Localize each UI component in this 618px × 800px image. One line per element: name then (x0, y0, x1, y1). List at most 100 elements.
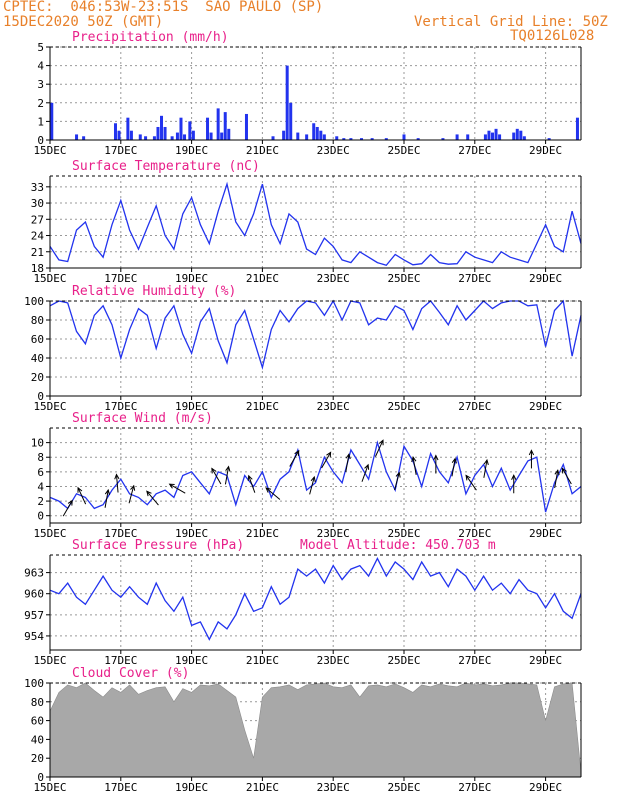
panel0-precip-bar (402, 134, 406, 140)
panel4-ytick-label: 960 (24, 588, 44, 601)
panel0-xtick-label: 19DEC (175, 144, 208, 157)
panel0-ytick-label: 2 (37, 97, 44, 110)
wind-arrow (128, 485, 135, 504)
panel5-ytick-label: 100 (24, 677, 44, 690)
panel0-ytick-label: 5 (37, 41, 44, 54)
panel0-precip-bar (271, 136, 275, 140)
panel3-xtick-label: 27DEC (458, 527, 491, 540)
panel0-precip-bar (244, 113, 248, 140)
panel2-ytick-label: 0 (37, 390, 44, 403)
panel0-title: Precipitation (mm/h) (72, 30, 229, 45)
panel0-precip-bar (322, 134, 326, 140)
panel0-precip-bar (547, 138, 551, 140)
panel1-xtick-label: 19DEC (175, 272, 208, 285)
wind-arrow-head (451, 457, 457, 464)
panel3-ytick-label: 2 (37, 495, 44, 508)
header-run-time: 15DEC2020 50Z (GMT) (3, 14, 164, 30)
panel5-xtick-label: 21DEC (246, 781, 279, 794)
panel0-precip-bar (227, 128, 231, 140)
panel0-xtick-label: 25DEC (387, 144, 420, 157)
panel3-xtick-label: 25DEC (387, 527, 420, 540)
panel0-precip-bar (113, 123, 117, 140)
panel2-ytick-label: 100 (24, 295, 44, 308)
panel3-xtick-label: 17DEC (104, 527, 137, 540)
panel0-precip-bar (522, 136, 526, 140)
panel0-precip-bar (519, 130, 523, 140)
panel0-precip-bar (152, 136, 156, 140)
wind-arrow-head (364, 463, 370, 470)
panel4-xtick-label: 23DEC (317, 654, 350, 667)
header-vertical-grid: Vertical Grid Line: 50Z (414, 14, 608, 30)
panel4-xtick-label: 27DEC (458, 654, 491, 667)
panel0-precip-bar (82, 136, 86, 140)
panel4-series-line (49, 557, 582, 641)
wind-arrow (211, 468, 222, 485)
panel5-title: Cloud Cover (%) (72, 666, 189, 681)
wind-arrow-head (168, 483, 175, 489)
panel2-ytick-label: 40 (31, 352, 44, 365)
panel0-precip-bar (160, 115, 164, 140)
panel5-ytick-label: 0 (37, 771, 44, 784)
panel0-precip-bar (441, 138, 445, 140)
panel5-cloud-area (49, 682, 582, 778)
panel2-xtick-label: 29DEC (529, 400, 562, 413)
panel5-xtick-label: 29DEC (529, 781, 562, 794)
panel3-title: Surface Wind (m/s) (72, 411, 213, 426)
panel0-precip-bar (305, 134, 309, 140)
panel3-xtick-label: 29DEC (529, 527, 562, 540)
wind-arrow-head (395, 471, 401, 478)
wind-arrow (554, 470, 559, 489)
panel5-xtick-label: 25DEC (387, 781, 420, 794)
panel3-xtick-label: 21DEC (246, 527, 279, 540)
panel0-xtick-label: 23DEC (317, 144, 350, 157)
header-code: TQ0126L028 (510, 28, 595, 44)
panel2-xtick-label: 23DEC (317, 400, 350, 413)
wind-arrow-head (561, 467, 567, 474)
wind-arrow-head (225, 465, 231, 472)
panel0-xtick-label: 15DEC (33, 144, 66, 157)
panel0-precip-bar (349, 138, 353, 140)
panel0-precip-bar (216, 108, 220, 140)
panel5-xtick-label: 19DEC (175, 781, 208, 794)
panel3-xtick-label: 23DEC (317, 527, 350, 540)
panel5-xtick-label: 15DEC (33, 781, 66, 794)
panel2-xtick-label: 21DEC (246, 400, 279, 413)
wind-arrow-head (511, 474, 517, 480)
panel0-precip-bar (206, 117, 210, 140)
panel1-xtick-label: 21DEC (246, 272, 279, 285)
panel1-ytick-label: 21 (31, 246, 44, 259)
panel0-xtick-label: 27DEC (458, 144, 491, 157)
panel4-xtick-label: 29DEC (529, 654, 562, 667)
panel3-ytick-label: 8 (37, 451, 44, 464)
wind-arrow (345, 454, 350, 473)
panel0-precip-bar (220, 132, 224, 140)
panel1-ytick-label: 27 (31, 213, 44, 226)
wind-arrow (248, 475, 256, 493)
panel0-precip-bar (175, 132, 179, 140)
wind-arrow (115, 474, 119, 493)
panel0-precip-bar (312, 123, 316, 140)
wind-arrow-head (554, 469, 560, 476)
panel0-precip-bar (163, 126, 167, 140)
panel2-series-line (49, 299, 582, 370)
panel0-precip-bar (575, 117, 579, 140)
panel0-ytick-label: 0 (37, 134, 44, 147)
panel2-ytick-label: 80 (31, 314, 44, 327)
panel1-xtick-label: 27DEC (458, 272, 491, 285)
wind-arrow (412, 457, 417, 475)
panel1-ytick-label: 18 (31, 262, 44, 275)
panel0-precip-bar (144, 136, 148, 140)
panel3-ytick-label: 6 (37, 466, 44, 479)
panel4-xtick-label: 21DEC (246, 654, 279, 667)
wind-arrow-head (67, 499, 73, 506)
panel0-precip-bar (487, 130, 491, 140)
panel0-precip-bar (512, 132, 516, 140)
wind-arrow (374, 440, 384, 457)
wind-arrow-head (77, 486, 83, 493)
wind-arrow (451, 458, 456, 477)
panel4-xtick-label: 17DEC (104, 654, 137, 667)
panel2-xtick-label: 17DEC (104, 400, 137, 413)
panel4-xtick-label: 19DEC (175, 654, 208, 667)
wind-arrow-head (265, 487, 272, 493)
panel1-xtick-label: 17DEC (104, 272, 137, 285)
